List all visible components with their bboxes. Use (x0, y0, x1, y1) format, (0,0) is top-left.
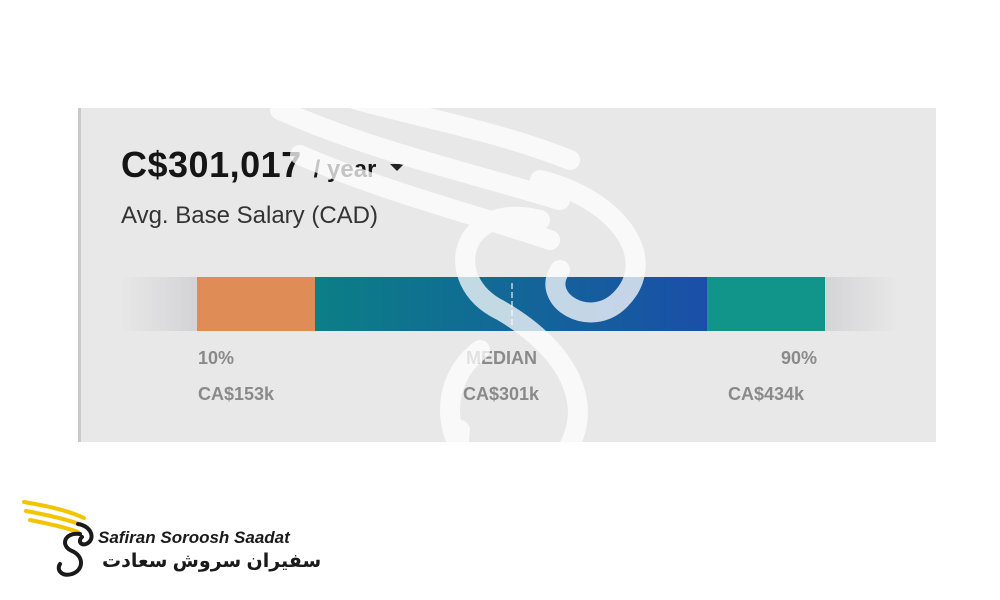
median-label: MEDIAN (466, 348, 537, 368)
low-percentile-value: CA$153k (198, 384, 275, 404)
range-segment-high (707, 277, 825, 331)
range-segment-low (197, 277, 315, 331)
period-dropdown-caret-icon[interactable] (390, 164, 405, 171)
salary-headline: C$301,017 / year (121, 144, 405, 186)
low-percentile-label: 10% (198, 348, 235, 368)
median-value: CA$301k (463, 384, 540, 404)
swan-logo-icon (22, 500, 94, 577)
median-marker (511, 283, 513, 325)
company-logo: Safiran Soroosh Saadat سفیران سروش سعادت (22, 494, 322, 584)
high-percentile-label: 90% (781, 348, 818, 368)
salary-card: C$301,017 / year Avg. Base Salary (CAD) … (78, 108, 936, 442)
salary-range-bar (119, 277, 899, 331)
logo-text-english: Safiran Soroosh Saadat (98, 528, 290, 547)
salary-period: / year (313, 156, 377, 183)
salary-amount: C$301,017 (121, 144, 302, 185)
high-percentile-value: CA$434k (728, 384, 805, 404)
logo-text-persian: سفیران سروش سعادت (102, 551, 322, 572)
salary-subtitle: Avg. Base Salary (CAD) (121, 202, 378, 229)
